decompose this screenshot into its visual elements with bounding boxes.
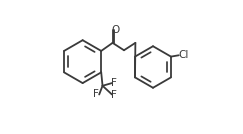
Text: F: F [111,78,117,88]
Text: Cl: Cl [179,50,189,60]
Text: F: F [93,89,99,99]
Text: F: F [111,90,117,100]
Text: O: O [111,25,119,35]
